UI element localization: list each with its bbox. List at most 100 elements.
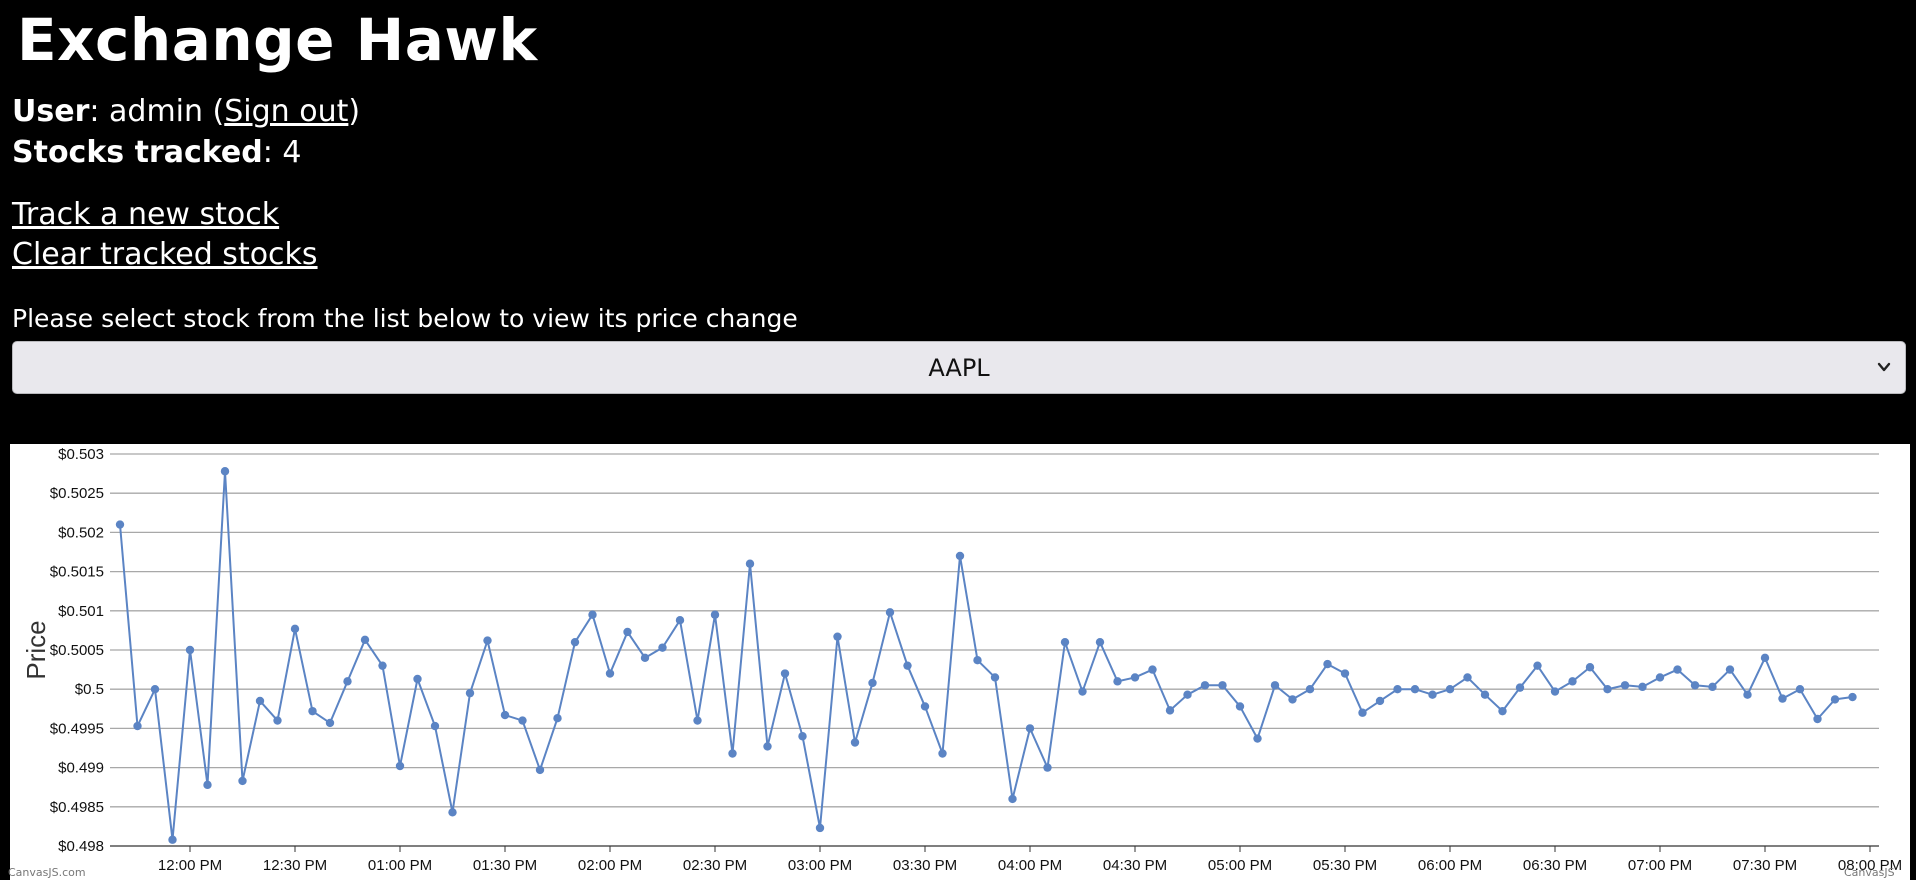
track-new-line: Track a new stock [12, 197, 279, 232]
data-point [920, 702, 930, 711]
data-point [430, 721, 440, 731]
stocks-tracked-line: Stocks tracked: 4 [12, 135, 302, 170]
data-point [1113, 677, 1122, 686]
data-point [1760, 653, 1770, 663]
data-point [1690, 681, 1700, 690]
y-tick-label: $0.4995 [50, 720, 104, 737]
data-point [710, 610, 720, 619]
x-tick-label: 05:30 PM [1313, 857, 1377, 874]
y-tick-label: $0.5015 [50, 564, 104, 581]
data-point [868, 678, 877, 688]
data-point [185, 645, 195, 655]
data-point [1235, 702, 1245, 711]
data-point [903, 661, 912, 670]
x-tick-label: 05:00 PM [1208, 857, 1272, 874]
data-point [728, 749, 737, 758]
x-tick-label: 02:30 PM [683, 857, 747, 874]
data-point [325, 718, 335, 728]
data-point [220, 467, 230, 476]
data-point [1603, 685, 1612, 694]
data-point [1305, 685, 1315, 694]
data-point [1200, 681, 1210, 690]
clear-line: Clear tracked stocks [12, 237, 318, 272]
x-tick-label: 12:30 PM [263, 857, 327, 874]
data-point [1498, 706, 1507, 716]
data-point [780, 669, 790, 678]
y-tick-label: $0.5025 [50, 485, 104, 502]
data-point [1078, 687, 1087, 696]
data-point [343, 677, 352, 686]
data-point [1218, 681, 1227, 690]
data-point [623, 627, 632, 637]
track-new-stock-link[interactable]: Track a new stock [12, 197, 280, 232]
stock-select[interactable]: AAPL [12, 341, 1906, 394]
data-point [1253, 734, 1262, 743]
data-point [203, 780, 212, 790]
x-tick-label: 07:30 PM [1733, 857, 1797, 874]
data-point [1025, 724, 1035, 733]
data-point [1795, 685, 1805, 694]
clear-tracked-stocks-link[interactable]: Clear tracked stocks [12, 237, 318, 272]
x-tick-label: 03:30 PM [893, 857, 957, 874]
data-point [1673, 665, 1682, 674]
select-prompt: Please select stock from the list below … [12, 304, 798, 333]
user-label: User [12, 94, 90, 129]
y-tick-label: $0.501 [58, 603, 104, 620]
data-point [588, 610, 597, 619]
data-point [168, 835, 177, 844]
credit-left: CanvasJS.com [8, 866, 86, 879]
data-point [570, 637, 580, 647]
data-point [483, 636, 492, 645]
y-tick-label: $0.5005 [50, 642, 104, 659]
data-point [1585, 663, 1595, 672]
y-tick-label: $0.5 [75, 681, 104, 698]
stocks-tracked-count: 4 [282, 135, 302, 170]
stock-select-value: AAPL [928, 353, 990, 382]
data-point [693, 716, 702, 725]
x-tick-label: 03:00 PM [788, 857, 852, 874]
data-point [1340, 669, 1350, 678]
data-point [1848, 692, 1857, 702]
data-point [973, 655, 982, 665]
data-point [115, 520, 125, 529]
data-point [1743, 690, 1752, 699]
y-axis-title: Price [21, 620, 51, 679]
data-point [308, 706, 317, 716]
user-name: admin [109, 94, 204, 129]
x-tick-label: 06:30 PM [1523, 857, 1587, 874]
data-point [1095, 637, 1105, 647]
data-point [1620, 681, 1630, 690]
data-point [1393, 685, 1402, 694]
data-point [675, 616, 685, 625]
data-point [745, 559, 755, 568]
y-tick-label: $0.503 [58, 446, 104, 463]
sign-out-link[interactable]: Sign out [224, 94, 349, 129]
data-point [640, 653, 650, 663]
data-point [465, 688, 475, 698]
data-point [1060, 637, 1070, 647]
data-point [150, 685, 160, 694]
chevron-down-icon [1877, 362, 1891, 372]
data-point [1043, 763, 1052, 772]
data-point [990, 673, 1000, 682]
data-point [1375, 696, 1385, 706]
stocks-tracked-label: Stocks tracked [12, 135, 263, 170]
data-point [1130, 673, 1140, 682]
data-point [1550, 687, 1560, 696]
data-point [1568, 677, 1577, 686]
data-point [1410, 685, 1420, 694]
data-point [850, 738, 860, 747]
x-tick-label: 01:30 PM [473, 857, 537, 874]
data-point [360, 635, 370, 645]
data-point [518, 716, 527, 725]
data-point [815, 823, 825, 833]
y-tick-label: $0.502 [58, 524, 104, 541]
x-tick-label: 04:00 PM [998, 857, 1062, 874]
data-point [553, 714, 562, 723]
price-chart-svg: $0.498 $0.4985 $0.499 $0.4995 $0.5 $0.5005 $0.… [21, 446, 1902, 874]
data-point [658, 643, 667, 652]
y-tick-label: $0.4985 [50, 799, 104, 816]
data-point [378, 661, 387, 670]
data-point [1323, 659, 1332, 669]
